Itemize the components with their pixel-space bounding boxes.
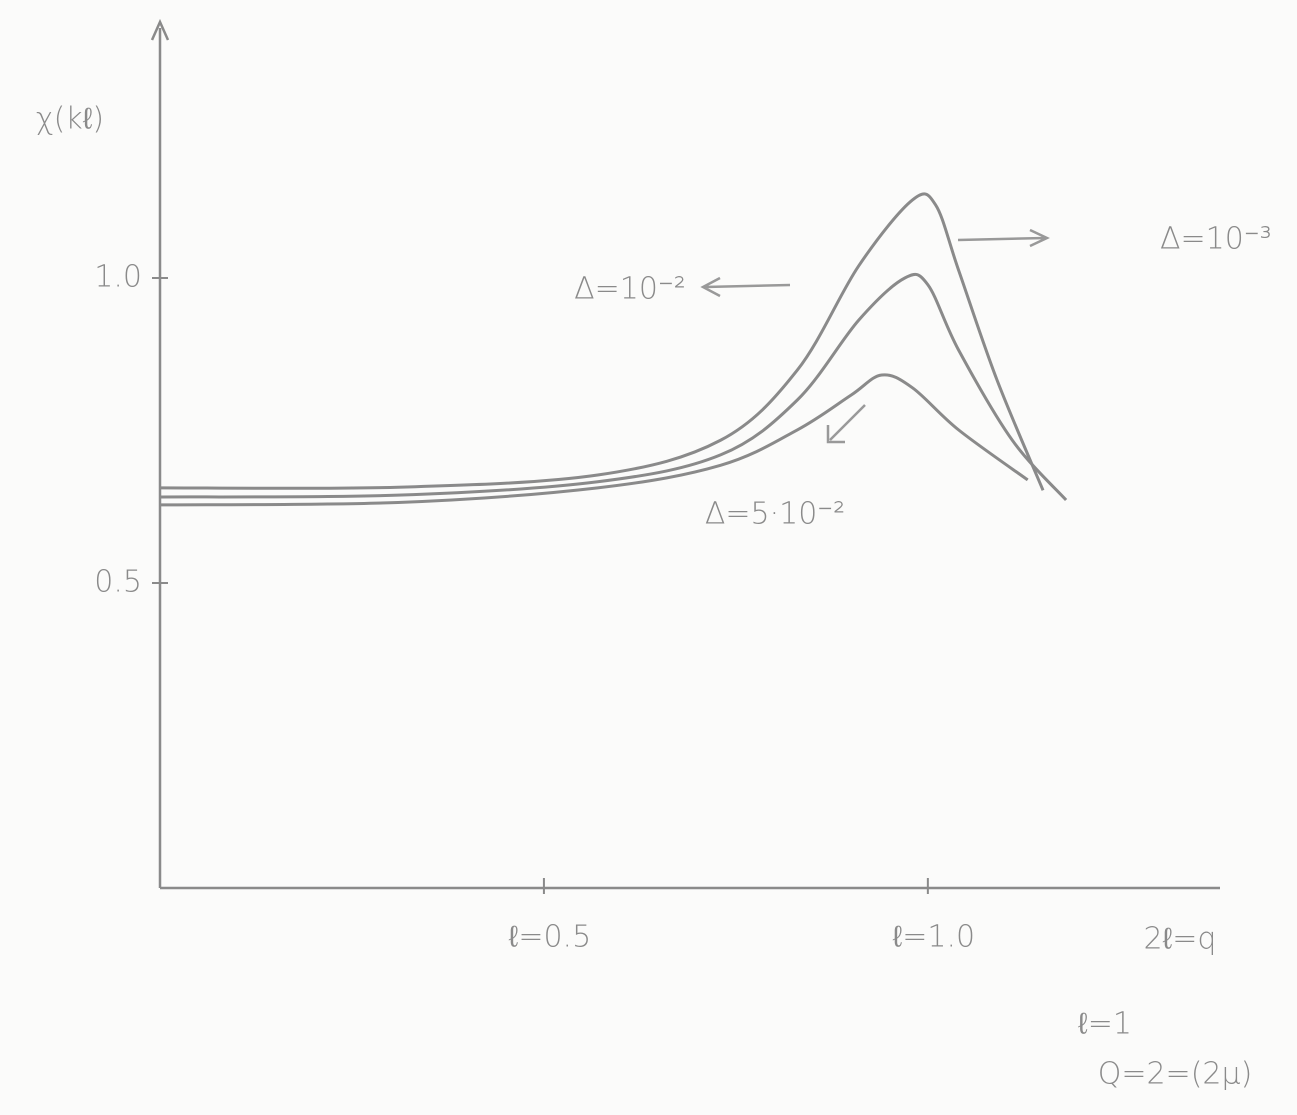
note: ℓ=1 [1078, 1007, 1132, 1042]
series-label: Δ=10⁻² [574, 272, 686, 307]
arrow [826, 404, 866, 444]
x-tick-label: ℓ=1.0 [893, 920, 976, 955]
series-label: Δ=10⁻³ [1160, 222, 1272, 257]
arrow [700, 276, 791, 298]
line [159, 272, 1068, 502]
line [159, 192, 1045, 491]
note: 2ℓ=q [1144, 922, 1217, 957]
y-axis-arrow [150, 18, 170, 41]
y-tick-label: 1.0 [94, 260, 142, 295]
series-label: Δ=5·10⁻² [705, 497, 845, 532]
line [159, 373, 1029, 507]
arrow [957, 228, 1050, 248]
note: Q=2=(2μ) [1098, 1057, 1253, 1092]
y-axis-label: χ(kℓ) [36, 102, 104, 137]
y-tick-label: 0.5 [94, 565, 142, 600]
x-tick-label: ℓ=0.5 [509, 920, 592, 955]
